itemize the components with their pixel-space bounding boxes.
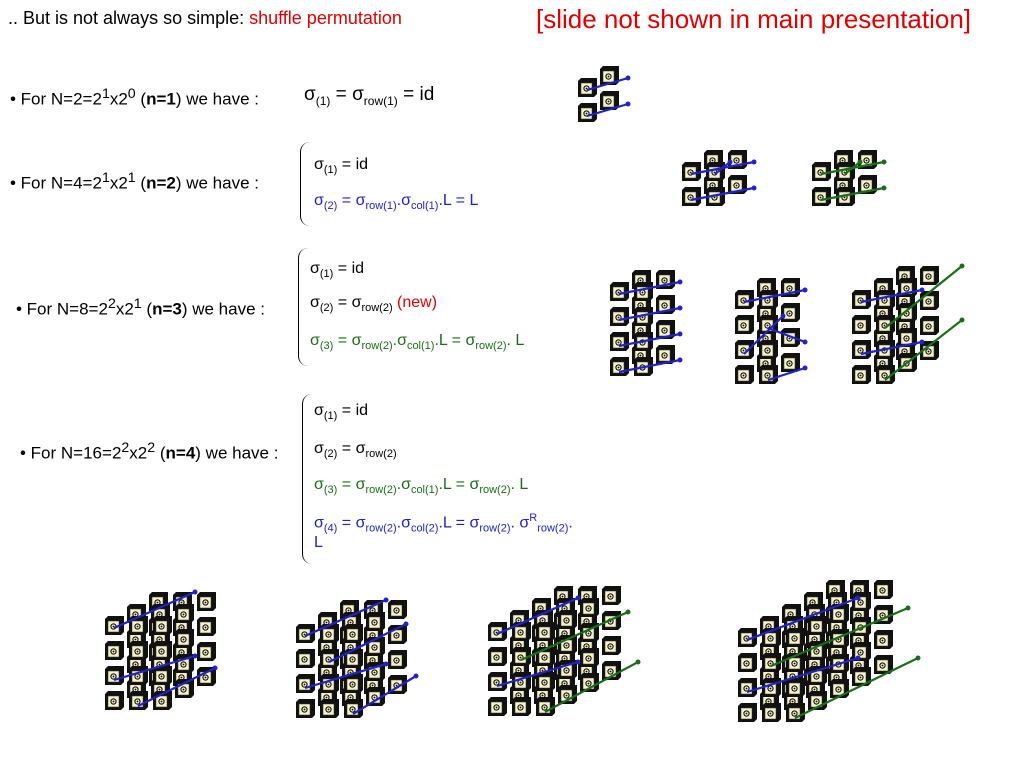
- slide-title: .. But is not always so simple: shuffle …: [8, 8, 402, 29]
- tile-cube-diagram-n4-b: [296, 597, 419, 718]
- eq-n3-3: σ(3) = σrow(2).σcol(1).L = σrow(2). L: [310, 332, 525, 353]
- eq-n3-2: σ(2) = σrow(2) (new): [310, 294, 438, 315]
- slide-note: [slide not shown in main presentation]: [536, 4, 972, 34]
- eq-n4-4: σ(4) = σrow(2).σcol(2).L = σrow(2). σRro…: [314, 512, 573, 535]
- title-highlight: shuffle permutation: [249, 8, 402, 28]
- bullet-n2: • For N=4=21x21 (n=2) we have :: [10, 170, 259, 193]
- tile-cube-diagram-n2-a: [682, 150, 757, 206]
- equation-n1: σ(1) = σrow(1) = id: [304, 84, 435, 108]
- tile-cube-diagram-n4-a: [105, 589, 218, 710]
- eq-n4-3: σ(3) = σrow(2).σcol(1).L = σrow(2). L: [314, 476, 529, 497]
- eq-n2-2: σ(2) = σrow(1).σcol(1).L = L: [314, 192, 479, 213]
- eq-n4-2: σ(2) = σrow(2): [314, 440, 397, 461]
- tile-cube-diagram-n3-c: [852, 263, 965, 384]
- eq-n3-1: σ(1) = id: [310, 260, 365, 281]
- tile-cube-diagram-n3-b: [735, 278, 808, 384]
- eq-n4-1: σ(1) = id: [314, 402, 369, 423]
- bullet-n1: • For N=2=21x20 (n=1) we have :: [10, 86, 259, 109]
- tile-cube-diagram-n4-d: [738, 580, 921, 722]
- eq-n4-4-cont: L: [314, 534, 323, 551]
- brace-n4: [302, 394, 313, 564]
- tile-cube-diagram-n3-a: [610, 270, 683, 376]
- tile-cube-diagram-n2-b: [812, 150, 887, 206]
- bullet-n3: • For N=8=22x21 (n=3) we have :: [16, 296, 265, 319]
- brace-n2: [300, 142, 311, 226]
- tile-cube-diagram-n1: [578, 66, 631, 122]
- tile-cube-diagram-n4-c: [488, 586, 641, 716]
- bullet-n4: • For N=16=22x22 (n=4) we have :: [20, 440, 279, 463]
- brace-n3: [298, 248, 309, 366]
- eq-n2-1: σ(1) = id: [314, 156, 369, 177]
- title-prefix: .. But is not always so simple:: [8, 8, 250, 28]
